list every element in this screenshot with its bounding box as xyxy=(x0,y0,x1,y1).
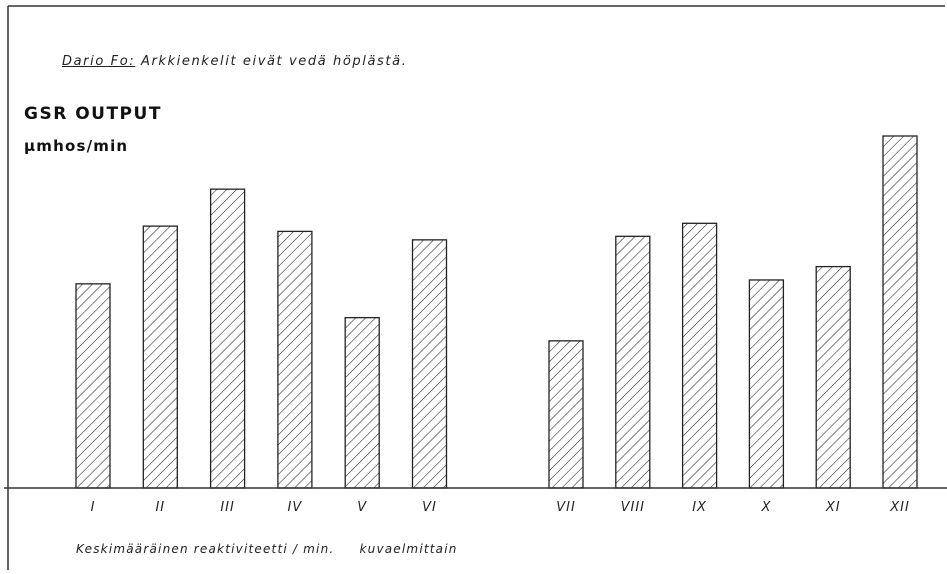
x-tick-VI: VI xyxy=(422,500,437,515)
bar-group xyxy=(75,135,918,489)
bar-XII xyxy=(882,135,918,489)
bar-XI xyxy=(815,265,851,489)
bar-V xyxy=(344,316,380,489)
x-tick-labels: I II III IV V VI VII VIII IX X XI XII xyxy=(91,500,910,515)
x-tick-VIII: VIII xyxy=(621,500,645,515)
x-axis-label: Keskimääräinen reaktiviteetti / min. kuv… xyxy=(76,542,458,556)
bar-VI xyxy=(411,239,448,489)
y-axis-label: GSR OUTPUT xyxy=(24,104,162,124)
x-tick-I: I xyxy=(91,500,96,515)
bar-III xyxy=(209,188,246,489)
x-axis-label-main: Keskimääräinen reaktiviteetti / min. xyxy=(76,542,335,556)
bar-VII xyxy=(548,340,584,489)
x-tick-V: V xyxy=(357,500,367,515)
chart-title-author: Dario Fo: xyxy=(62,54,136,69)
bar-I xyxy=(75,283,111,489)
x-tick-VII: VII xyxy=(556,500,576,515)
bar-II xyxy=(142,225,178,489)
bar-VIII xyxy=(615,235,651,489)
bar-X xyxy=(748,279,785,489)
x-tick-X: X xyxy=(760,500,771,515)
bar-IV xyxy=(277,230,313,489)
y-axis-unit: μmhos/min xyxy=(24,137,129,155)
x-tick-IX: IX xyxy=(692,500,707,515)
bar-IX xyxy=(681,222,718,489)
x-tick-II: II xyxy=(155,500,165,515)
chart-title-play: Arkkienkelit eivät vedä höplästä. xyxy=(135,54,408,69)
chart-title: Dario Fo: Arkkienkelit eivät vedä höpläs… xyxy=(62,54,407,69)
x-tick-III: III xyxy=(220,500,235,515)
x-tick-XI: XI xyxy=(825,500,841,515)
x-tick-XII: XII xyxy=(889,500,910,515)
x-tick-IV: IV xyxy=(288,500,303,515)
x-axis-label-suffix: kuvaelmittain xyxy=(359,542,458,556)
